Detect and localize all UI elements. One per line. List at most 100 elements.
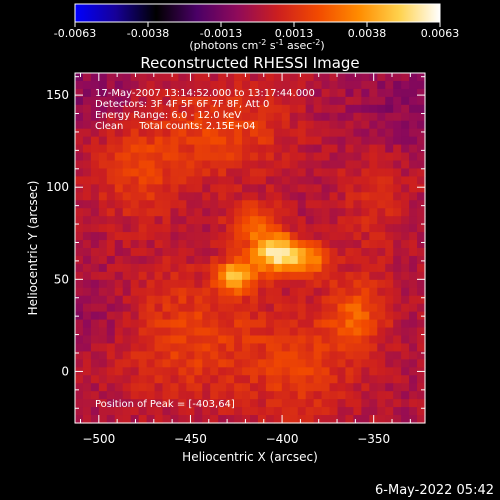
heatmap-pixel: [305, 216, 315, 225]
heatmap-pixel: [234, 120, 243, 130]
heatmap-pixel: [385, 240, 394, 249]
heatmap-pixel: [154, 359, 164, 368]
heatmap-pixel: [321, 184, 331, 193]
heatmap-pixel: [257, 359, 267, 368]
heatmap-pixel: [265, 399, 275, 408]
heatmap-pixel: [186, 248, 195, 257]
heatmap-pixel: [242, 80, 251, 90]
heatmap-pixel: [265, 287, 275, 297]
heatmap-pixel: [194, 375, 203, 384]
heatmap-pixel: [210, 160, 219, 170]
heatmap-pixel: [377, 200, 386, 209]
heatmap-pixel: [170, 73, 179, 82]
heatmap-pixel: [417, 287, 426, 297]
heatmap-pixel: [98, 120, 108, 130]
heatmap-pixel: [122, 168, 132, 177]
heatmap-pixel: [234, 96, 243, 106]
heatmap-pixel: [281, 311, 291, 321]
heatmap-pixel: [313, 319, 323, 329]
heatmap-pixel: [265, 351, 275, 360]
heatmap-pixel: [313, 88, 323, 98]
heatmap-pixel: [401, 208, 410, 217]
heatmap-pixel: [377, 343, 386, 352]
heatmap-pixel: [194, 88, 203, 98]
heatmap-pixel: [345, 192, 354, 201]
heatmap-pixel: [385, 192, 394, 201]
heatmap-pixel: [106, 343, 116, 352]
heatmap-pixel: [234, 303, 243, 313]
heatmap-pixel: [234, 128, 243, 138]
heatmap-pixel: [162, 160, 172, 170]
heatmap-pixel: [321, 399, 331, 408]
heatmap-pixel: [409, 216, 418, 225]
heatmap-pixel: [98, 176, 108, 185]
heatmap-pixel: [409, 327, 418, 337]
heatmap-pixel: [218, 295, 227, 305]
heatmap-pixel: [369, 311, 378, 321]
heatmap-pixel: [146, 311, 156, 321]
heatmap-pixel: [417, 160, 426, 170]
heatmap-pixel: [250, 399, 259, 408]
heatmap-pixel: [186, 112, 195, 122]
heatmap-pixel: [170, 144, 179, 154]
heatmap-pixel: [178, 343, 187, 352]
colorbar-tick-label: -0.0063: [54, 27, 96, 40]
heatmap-pixel: [313, 232, 323, 241]
heatmap-pixel: [353, 319, 362, 329]
heatmap-pixel: [337, 343, 347, 352]
heatmap-pixel: [114, 200, 124, 209]
heatmap-pixel: [281, 287, 291, 297]
heatmap-pixel: [401, 136, 410, 146]
heatmap-pixel: [345, 216, 354, 225]
heatmap-pixel: [106, 216, 116, 225]
heatmap-pixel: [170, 311, 179, 321]
heatmap-pixel: [393, 303, 402, 313]
heatmap-pixel: [75, 295, 84, 305]
heatmap-pixel: [194, 240, 203, 249]
heatmap-pixel: [194, 399, 203, 408]
heatmap-pixel: [170, 287, 179, 297]
heatmap-pixel: [257, 295, 267, 305]
heatmap-pixel: [98, 224, 108, 233]
heatmap-pixel: [409, 248, 418, 257]
x-axis-label: Heliocentric X (arcsec): [182, 450, 318, 464]
heatmap-pixel: [353, 415, 362, 424]
heatmap-pixel: [265, 96, 275, 106]
heatmap-pixel: [361, 80, 370, 90]
heatmap-pixel: [114, 112, 124, 122]
heatmap-pixel: [106, 248, 116, 257]
heatmap-pixel: [257, 216, 267, 225]
heatmap-pixel: [106, 263, 116, 273]
heatmap-pixel: [122, 88, 132, 98]
heatmap-pixel: [106, 351, 116, 360]
heatmap-pixel: [345, 399, 354, 408]
heatmap-pixel: [90, 184, 100, 193]
heatmap-pixel: [289, 287, 299, 297]
heatmap-pixel: [226, 248, 235, 257]
heatmap-pixel: [369, 359, 378, 368]
heatmap-pixel: [353, 160, 362, 170]
heatmap-pixel: [345, 263, 354, 273]
heatmap-pixel: [75, 176, 84, 185]
heatmap-pixel: [90, 399, 100, 408]
heatmap-pixel: [337, 255, 347, 265]
heatmap-pixel: [146, 279, 156, 289]
heatmap-pixel: [114, 152, 124, 162]
heatmap-pixel: [361, 112, 370, 122]
heatmap-pixel: [226, 319, 235, 329]
heatmap-pixel: [265, 303, 275, 313]
heatmap-pixel: [82, 287, 92, 297]
heatmap-pixel: [234, 415, 243, 424]
heatmap-pixel: [297, 144, 307, 154]
heatmap-pixel: [345, 176, 354, 185]
heatmap-pixel: [385, 216, 394, 225]
y-axis-label: Heliocentric Y (arcsec): [26, 181, 40, 316]
heatmap-pixel: [146, 407, 156, 416]
heatmap-pixel: [409, 343, 418, 352]
heatmap-pixel: [122, 367, 132, 376]
heatmap-pixel: [186, 343, 195, 352]
heatmap-pixel: [297, 240, 307, 249]
heatmap-pixel: [226, 351, 235, 360]
heatmap-pixel: [114, 144, 124, 154]
heatmap-pixel: [369, 168, 378, 177]
